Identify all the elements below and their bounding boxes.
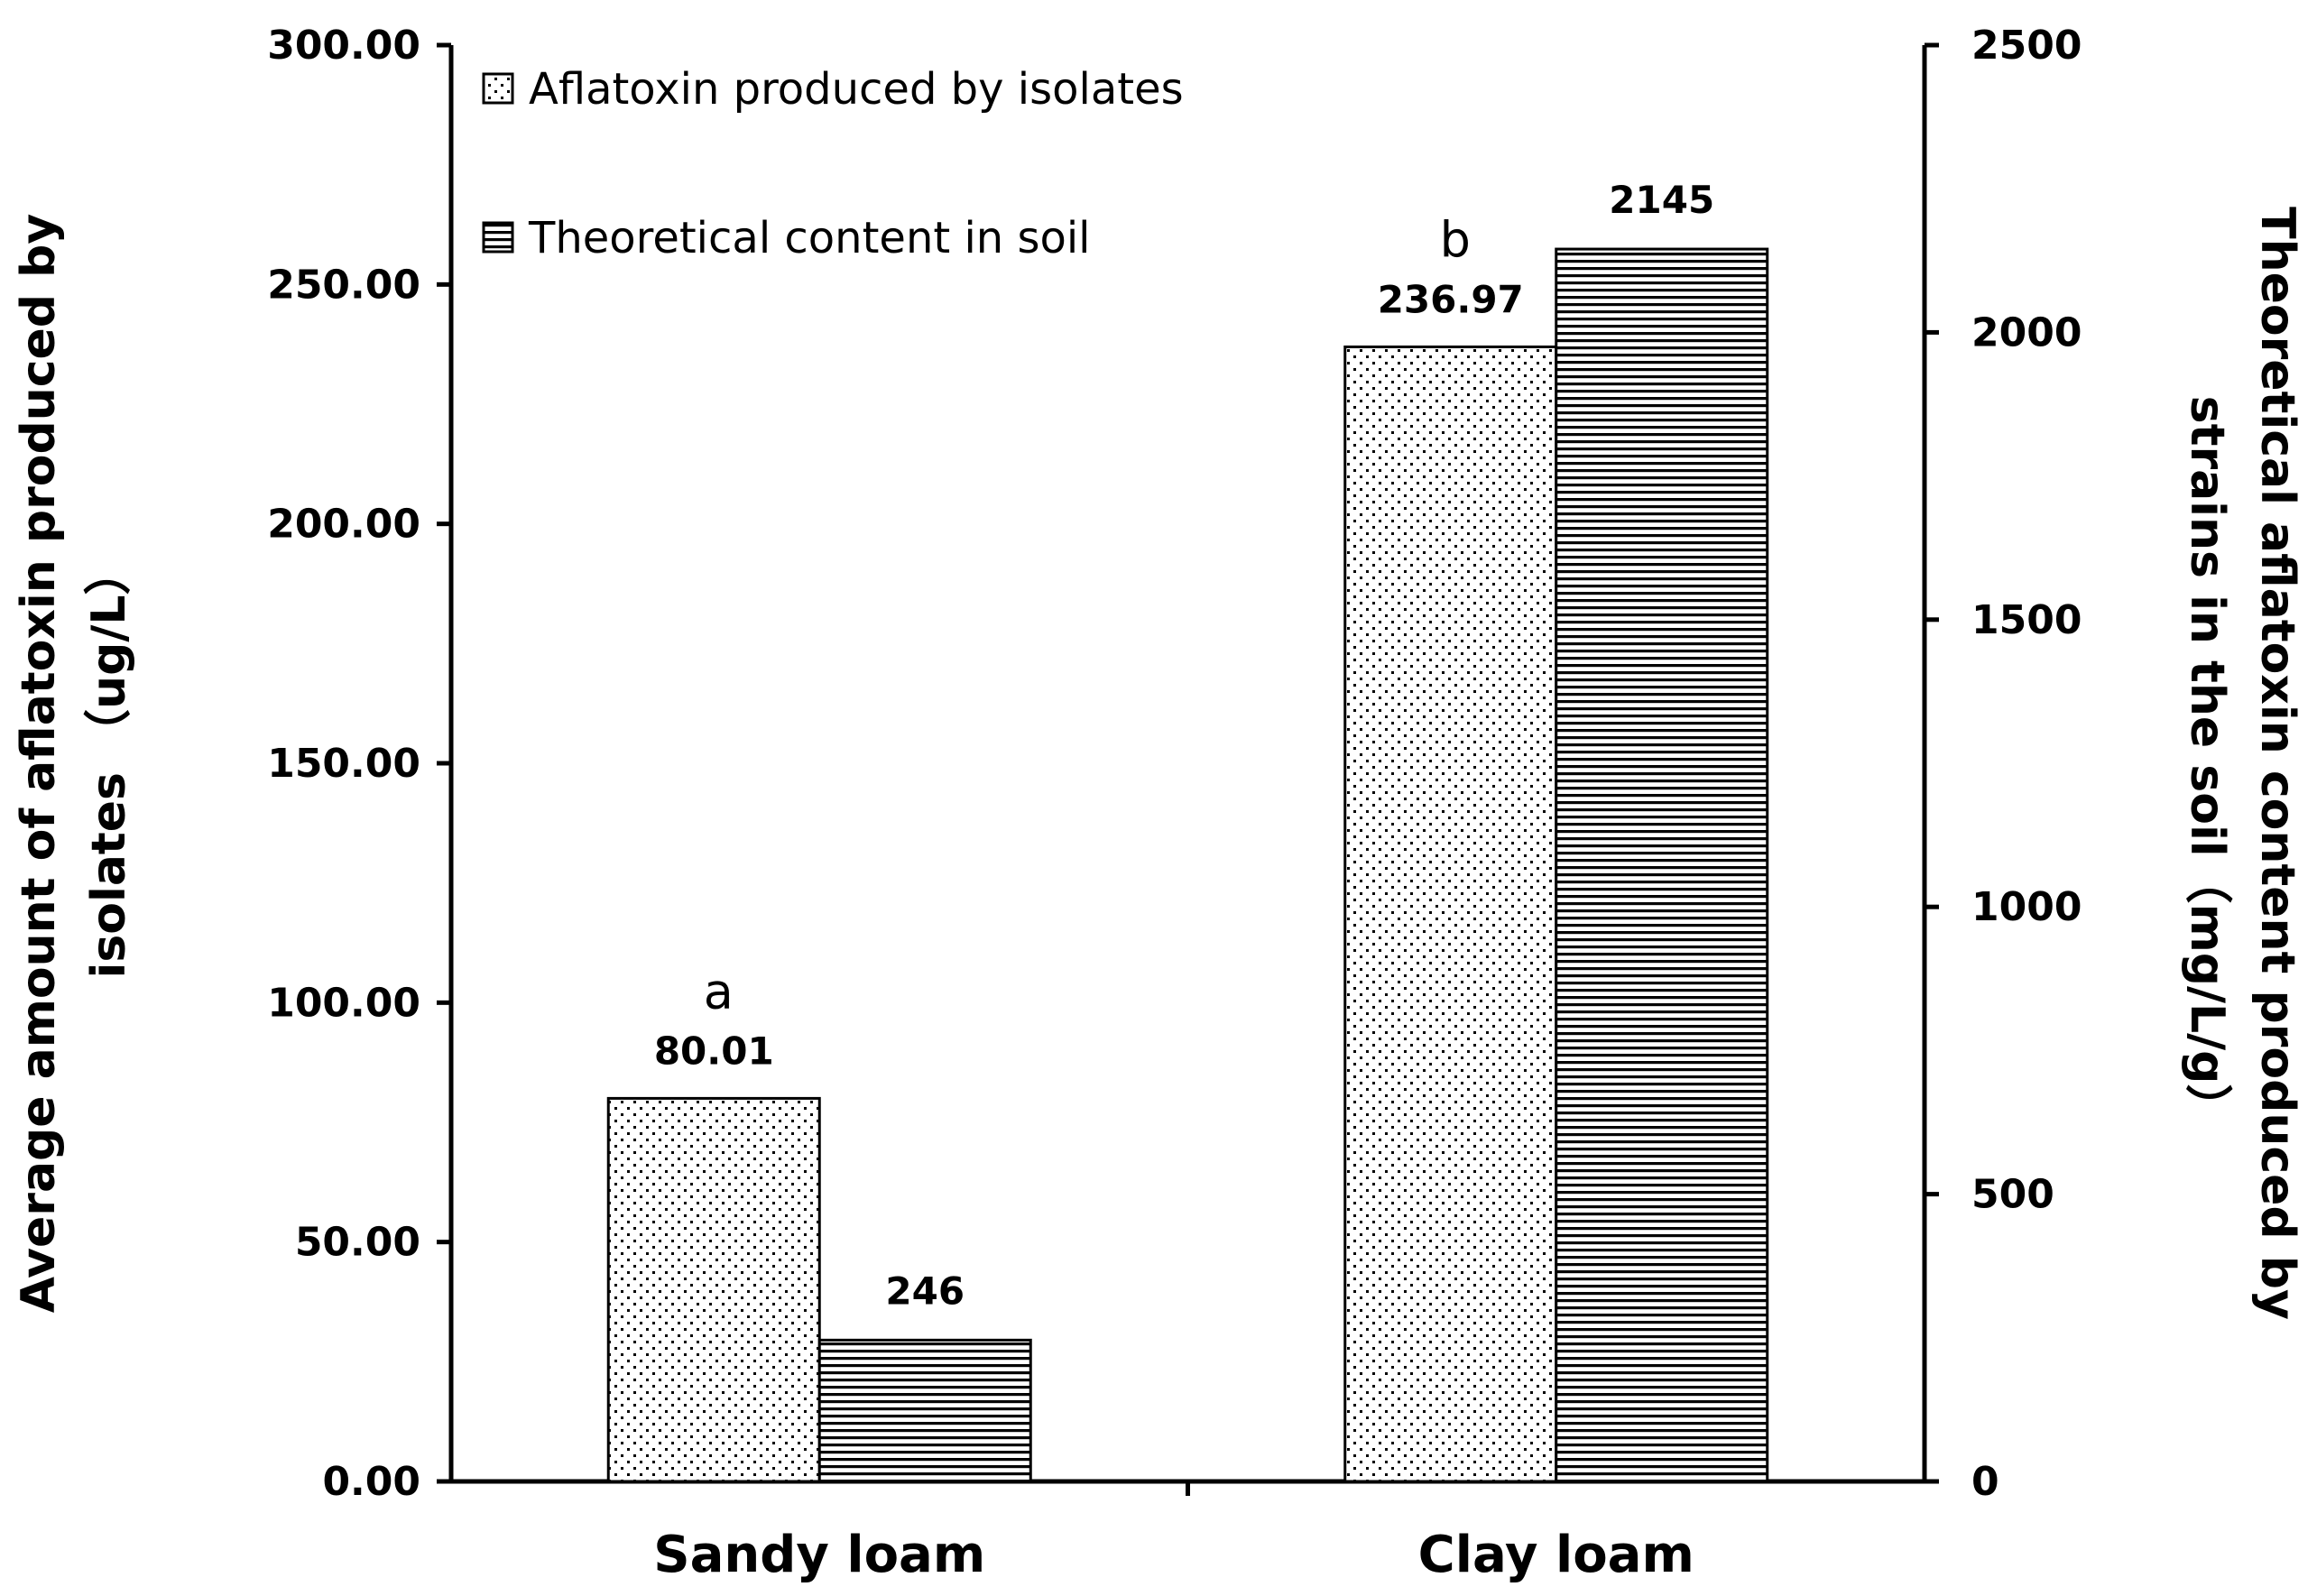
left-tick-label: 150.00 bbox=[267, 741, 420, 787]
right-tick-label: 2000 bbox=[1971, 309, 2082, 355]
left-tick-label: 250.00 bbox=[267, 262, 420, 308]
bar-theoretical bbox=[1555, 247, 1769, 1483]
significance-letter: a bbox=[704, 963, 734, 1019]
bar-isolates bbox=[1343, 345, 1558, 1483]
left-tick-label: 0.00 bbox=[322, 1459, 420, 1505]
y-right-axis-title-line: strains in the soil（mg/L/g） bbox=[2180, 396, 2234, 1131]
x-category-label: Clay loam bbox=[1418, 1526, 1694, 1584]
right-tick-label: 1000 bbox=[1971, 884, 2082, 930]
data-label-isolates: 80.01 bbox=[654, 1029, 774, 1073]
y-left-axis-title-line: Average amount of aflatoxin produced by bbox=[12, 214, 66, 1314]
data-label-isolates: 236.97 bbox=[1378, 277, 1524, 321]
data-label-theoretical: 2145 bbox=[1609, 178, 1714, 222]
right-tick-label: 2500 bbox=[1971, 23, 2082, 69]
legend-swatch bbox=[482, 72, 514, 105]
bar-isolates bbox=[606, 1096, 821, 1483]
legend-label: Theoretical content in soil bbox=[528, 213, 1091, 263]
data-label-theoretical: 246 bbox=[885, 1268, 965, 1313]
x-category-label: Sandy loam bbox=[653, 1526, 985, 1584]
right-tick-label: 1500 bbox=[1971, 597, 2082, 643]
right-tick-label: 500 bbox=[1971, 1172, 2054, 1218]
y-right-axis-title-line: Theoretical aflatoxin content produced b… bbox=[2250, 207, 2304, 1320]
plot-area: 0.00 50.00 100.00 150.00 200.00 250.00 300.00 0… bbox=[12, 23, 2304, 1584]
legend-swatch bbox=[482, 221, 514, 254]
left-tick-label: 100.00 bbox=[267, 980, 420, 1026]
bar-theoretical bbox=[817, 1338, 1032, 1483]
left-tick-label: 300.00 bbox=[267, 23, 420, 69]
significance-letter: b bbox=[1440, 211, 1471, 268]
legend-label: Aflatoxin produced by isolates bbox=[529, 64, 1184, 115]
y-left-axis-title: Average amount of aflatoxin produced by i… bbox=[12, 214, 136, 1314]
y-left-axis-title-line: isolates （ug/L） bbox=[82, 549, 136, 979]
y-right-axis-title: Theoretical aflatoxin content produced b… bbox=[2180, 207, 2304, 1320]
left-tick-label: 50.00 bbox=[295, 1220, 420, 1266]
right-tick-label: 0 bbox=[1971, 1459, 1999, 1505]
left-tick-label: 200.00 bbox=[267, 502, 420, 548]
